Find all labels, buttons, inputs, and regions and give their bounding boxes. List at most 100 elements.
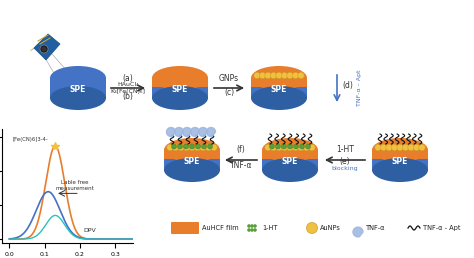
Text: TNF-α – Apt: TNF-α – Apt (357, 70, 362, 106)
Text: SPE: SPE (172, 85, 188, 94)
Circle shape (40, 45, 48, 53)
Circle shape (413, 144, 419, 151)
Polygon shape (353, 227, 363, 237)
Circle shape (298, 144, 304, 151)
Bar (152, 78, 208, 87)
Ellipse shape (164, 138, 220, 162)
Ellipse shape (262, 138, 318, 162)
Circle shape (183, 144, 190, 151)
Circle shape (419, 144, 425, 151)
Circle shape (282, 144, 286, 149)
Circle shape (408, 144, 414, 151)
Text: SPE: SPE (392, 157, 408, 166)
Circle shape (195, 144, 201, 149)
Text: 1-HT: 1-HT (262, 225, 277, 231)
Text: (e): (e) (340, 157, 350, 166)
Bar (372, 150, 428, 170)
Circle shape (172, 144, 176, 149)
Text: AuHCF film: AuHCF film (202, 225, 238, 231)
Circle shape (253, 224, 257, 228)
Bar (262, 150, 318, 170)
Bar (372, 150, 428, 159)
Circle shape (303, 144, 310, 151)
Text: SPE: SPE (184, 157, 200, 166)
Polygon shape (34, 34, 60, 60)
Circle shape (178, 144, 184, 151)
Circle shape (309, 144, 315, 151)
Ellipse shape (372, 158, 428, 182)
Text: (f): (f) (237, 145, 246, 154)
Circle shape (265, 144, 271, 151)
Ellipse shape (251, 66, 307, 90)
Polygon shape (30, 34, 52, 51)
Circle shape (276, 72, 282, 79)
Circle shape (167, 144, 173, 151)
Text: 1-HT: 1-HT (336, 145, 354, 154)
Circle shape (201, 144, 207, 149)
Ellipse shape (50, 86, 106, 110)
Circle shape (265, 72, 271, 79)
Circle shape (276, 144, 282, 151)
Polygon shape (174, 127, 183, 136)
Circle shape (380, 144, 387, 151)
Circle shape (306, 144, 310, 149)
Circle shape (247, 224, 251, 228)
Circle shape (177, 144, 182, 149)
Text: Lable free
measurement: Lable free measurement (55, 180, 94, 191)
Circle shape (190, 144, 194, 149)
Circle shape (211, 144, 217, 151)
Circle shape (392, 144, 398, 151)
Circle shape (386, 144, 392, 151)
Text: DPV: DPV (83, 228, 96, 233)
Polygon shape (166, 127, 175, 136)
Bar (251, 78, 307, 98)
Ellipse shape (152, 86, 208, 110)
Circle shape (173, 144, 179, 151)
Ellipse shape (262, 158, 318, 182)
Circle shape (253, 228, 257, 232)
Text: SPE: SPE (271, 85, 287, 94)
FancyBboxPatch shape (171, 222, 199, 234)
Polygon shape (207, 127, 216, 136)
Circle shape (189, 144, 195, 151)
Polygon shape (182, 127, 191, 136)
Text: [Fe(CN)6]3-4-: [Fe(CN)6]3-4- (13, 137, 49, 142)
Bar (50, 78, 106, 98)
Text: blocking: blocking (332, 166, 358, 171)
Circle shape (254, 72, 260, 79)
Bar (164, 150, 220, 159)
Ellipse shape (50, 66, 106, 90)
Text: K₃[Fe(CN)₆]: K₃[Fe(CN)₆] (110, 89, 146, 94)
Text: SPE: SPE (282, 157, 298, 166)
Circle shape (259, 72, 266, 79)
Text: GNPs: GNPs (219, 74, 239, 83)
Bar (251, 78, 307, 87)
Text: TNF-α - Apt: TNF-α - Apt (423, 225, 461, 231)
Circle shape (270, 144, 277, 151)
Circle shape (292, 144, 299, 151)
Ellipse shape (251, 86, 307, 110)
Circle shape (293, 144, 299, 149)
Circle shape (307, 222, 318, 233)
Polygon shape (199, 127, 208, 136)
Text: SPE: SPE (70, 85, 86, 94)
Bar (262, 150, 318, 159)
Circle shape (287, 72, 293, 79)
Ellipse shape (372, 138, 428, 162)
Bar (164, 150, 220, 170)
Circle shape (397, 144, 403, 151)
Text: HAuCl₄: HAuCl₄ (117, 82, 139, 87)
Text: TNF-α: TNF-α (230, 161, 252, 170)
Circle shape (281, 144, 288, 151)
Circle shape (298, 72, 304, 79)
Circle shape (288, 144, 292, 149)
Circle shape (42, 46, 46, 52)
Bar (152, 78, 208, 98)
Ellipse shape (152, 66, 208, 90)
Ellipse shape (164, 158, 220, 182)
Circle shape (205, 144, 212, 151)
Circle shape (292, 72, 299, 79)
Circle shape (208, 144, 212, 149)
Text: (d): (d) (342, 81, 353, 90)
Circle shape (200, 144, 206, 151)
